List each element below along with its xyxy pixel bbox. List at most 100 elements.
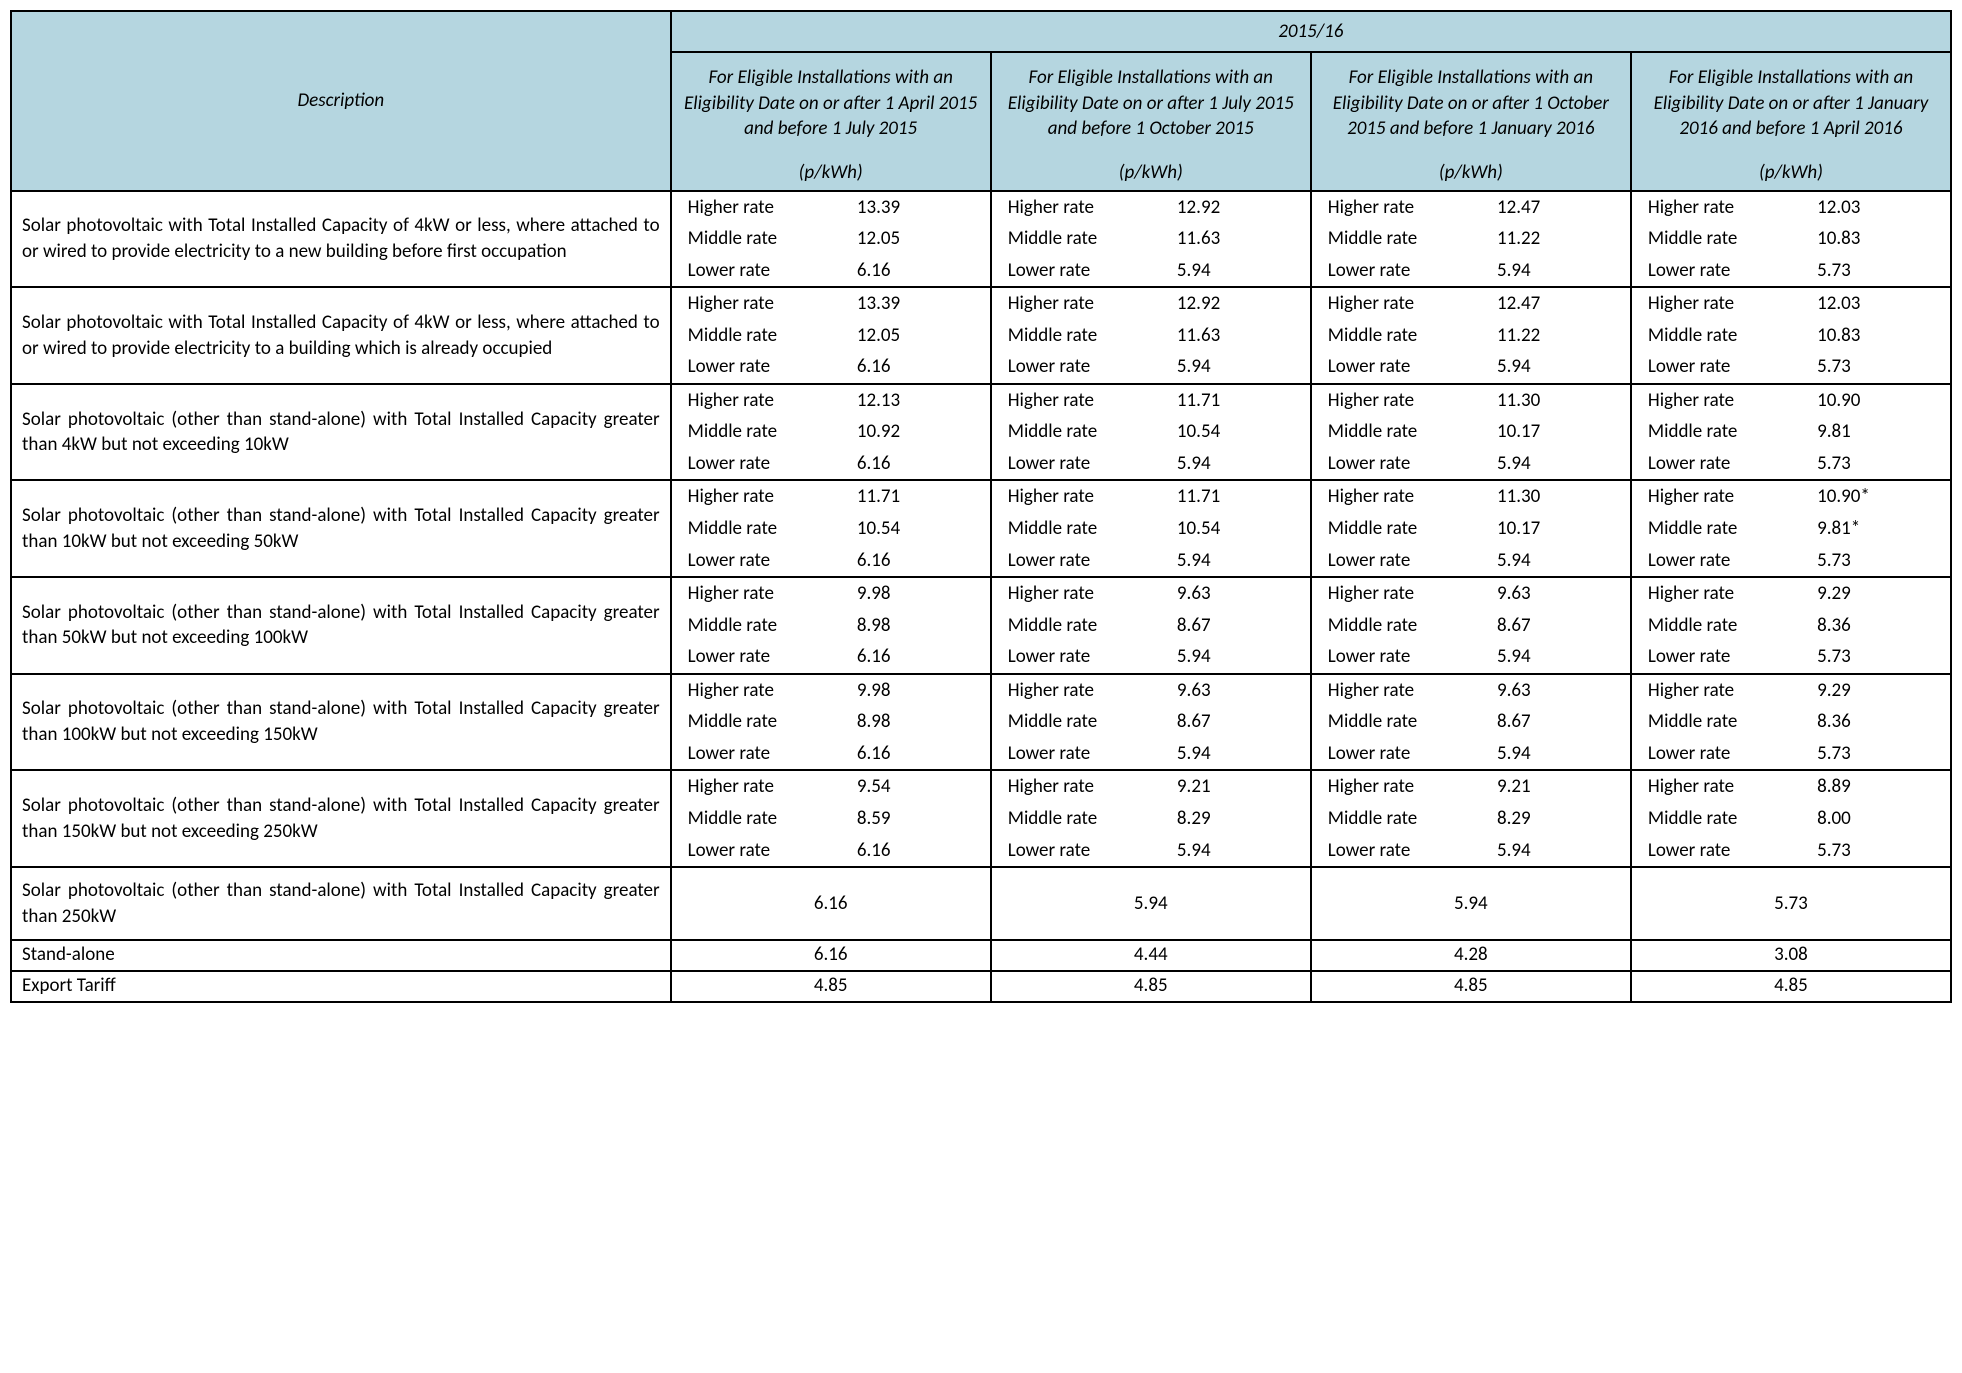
rate-value: 6.16 (841, 738, 990, 770)
single-value: 5.73 (1631, 867, 1951, 940)
rate-value: 9.63 (1161, 675, 1310, 707)
rate-label: Lower rate (1632, 641, 1801, 673)
rate-label: Higher rate (992, 385, 1161, 417)
period-text: For Eligible Installations with an Eligi… (1008, 66, 1294, 140)
rate-label: Higher rate (992, 481, 1161, 513)
header-period-1: For Eligible Installations with an Eligi… (991, 52, 1311, 191)
rate-value: 6.16 (841, 448, 990, 480)
rate-value: 8.67 (1161, 706, 1310, 738)
rate-value: 5.94 (1481, 255, 1630, 287)
rate-block: Higher rate8.89Middle rate8.00Lower rate… (1631, 770, 1951, 867)
rate-label: Lower rate (672, 255, 841, 287)
table-row: Solar photovoltaic (other than stand-alo… (11, 577, 1951, 674)
rate-label: Lower rate (1632, 835, 1801, 867)
unit-text: (p/kWh) (682, 160, 980, 186)
rate-label: Higher rate (672, 192, 841, 224)
rate-block: Higher rate11.71Middle rate10.54Lower ra… (991, 384, 1311, 481)
rate-block: Higher rate11.71Middle rate10.54Lower ra… (671, 480, 991, 577)
rate-label: Middle rate (672, 610, 841, 642)
rate-block: Higher rate9.21Middle rate8.29Lower rate… (991, 770, 1311, 867)
table-row: Solar photovoltaic (other than stand-alo… (11, 674, 1951, 771)
rate-value: 6.16 (841, 255, 990, 287)
rate-label: Higher rate (672, 288, 841, 320)
rate-value: 5.94 (1161, 448, 1310, 480)
rate-value: 5.94 (1481, 351, 1630, 383)
rate-value: 5.94 (1481, 448, 1630, 480)
rate-label: Middle rate (1312, 706, 1481, 738)
rate-label: Middle rate (992, 513, 1161, 545)
rate-value: 8.29 (1161, 803, 1310, 835)
rate-value: 5.94 (1481, 738, 1630, 770)
rate-label: Lower rate (672, 448, 841, 480)
rate-label: Higher rate (992, 192, 1161, 224)
rate-label: Middle rate (992, 416, 1161, 448)
rate-label: Higher rate (1312, 192, 1481, 224)
rate-value: 10.90* (1801, 481, 1950, 513)
rate-label: Lower rate (1632, 545, 1801, 577)
rate-value: 5.73 (1801, 545, 1950, 577)
rate-value: 8.00 (1801, 803, 1950, 835)
rate-label: Middle rate (1312, 223, 1481, 255)
rate-value: 9.21 (1161, 771, 1310, 803)
single-value: 4.44 (991, 940, 1311, 971)
rate-value: 10.54 (1161, 416, 1310, 448)
single-value: 4.85 (991, 971, 1311, 1002)
description-cell: Solar photovoltaic with Total Installed … (11, 287, 671, 384)
table-row: Export Tariff4.854.854.854.85 (11, 971, 1951, 1002)
rate-block: Higher rate10.90Middle rate9.81Lower rat… (1631, 384, 1951, 481)
rate-block: Higher rate13.39Middle rate12.05Lower ra… (671, 287, 991, 384)
rate-value: 5.94 (1481, 835, 1630, 867)
rate-label: Higher rate (992, 578, 1161, 610)
rate-value: 8.89 (1801, 771, 1950, 803)
rate-value: 11.71 (1161, 385, 1310, 417)
rate-value: 6.16 (841, 835, 990, 867)
rate-label: Lower rate (992, 738, 1161, 770)
rate-label: Middle rate (1312, 803, 1481, 835)
rate-label: Middle rate (672, 416, 841, 448)
description-cell: Solar photovoltaic with Total Installed … (11, 191, 671, 288)
rate-value: 11.63 (1161, 320, 1310, 352)
rate-label: Middle rate (672, 223, 841, 255)
rate-block: Higher rate11.71Middle rate10.54Lower ra… (991, 480, 1311, 577)
rate-label: Middle rate (1312, 416, 1481, 448)
rate-label: Middle rate (992, 610, 1161, 642)
rate-label: Middle rate (672, 706, 841, 738)
rate-label: Lower rate (672, 351, 841, 383)
single-value: 3.08 (1631, 940, 1951, 971)
rate-label: Higher rate (1312, 771, 1481, 803)
header-year: 2015/16 (671, 11, 1951, 52)
rate-value: 5.73 (1801, 738, 1950, 770)
rate-label: Higher rate (1312, 675, 1481, 707)
rate-value: 12.03 (1801, 288, 1950, 320)
rate-value: 10.83 (1801, 223, 1950, 255)
rate-value: 8.36 (1801, 610, 1950, 642)
rate-block: Higher rate9.98Middle rate8.98Lower rate… (671, 674, 991, 771)
rate-value: 5.94 (1161, 351, 1310, 383)
rate-label: Middle rate (1312, 320, 1481, 352)
table-row: Solar photovoltaic with Total Installed … (11, 287, 1951, 384)
rate-block: Higher rate12.13Middle rate10.92Lower ra… (671, 384, 991, 481)
rate-value: 11.30 (1481, 481, 1630, 513)
description-cell: Solar photovoltaic (other than stand-alo… (11, 674, 671, 771)
rate-label: Lower rate (992, 448, 1161, 480)
description-cell: Solar photovoltaic (other than stand-alo… (11, 867, 671, 940)
rate-value: 10.90 (1801, 385, 1950, 417)
rate-label: Middle rate (1632, 513, 1801, 545)
rate-value: 5.73 (1801, 351, 1950, 383)
single-value: 4.85 (671, 971, 991, 1002)
rate-label: Middle rate (1632, 320, 1801, 352)
rate-label: Higher rate (992, 288, 1161, 320)
rate-value: 8.36 (1801, 706, 1950, 738)
rate-value: 6.16 (841, 351, 990, 383)
rate-block: Higher rate12.03Middle rate10.83Lower ra… (1631, 287, 1951, 384)
rate-value: 6.16 (841, 545, 990, 577)
description-cell: Export Tariff (11, 971, 671, 1002)
rate-value: 5.73 (1801, 641, 1950, 673)
rate-label: Lower rate (992, 255, 1161, 287)
rate-block: Higher rate9.63Middle rate8.67Lower rate… (991, 577, 1311, 674)
single-value: 4.28 (1311, 940, 1631, 971)
rate-value: 9.29 (1801, 675, 1950, 707)
rate-label: Higher rate (1632, 675, 1801, 707)
rate-value: 12.47 (1481, 192, 1630, 224)
header-description: Description (11, 11, 671, 191)
